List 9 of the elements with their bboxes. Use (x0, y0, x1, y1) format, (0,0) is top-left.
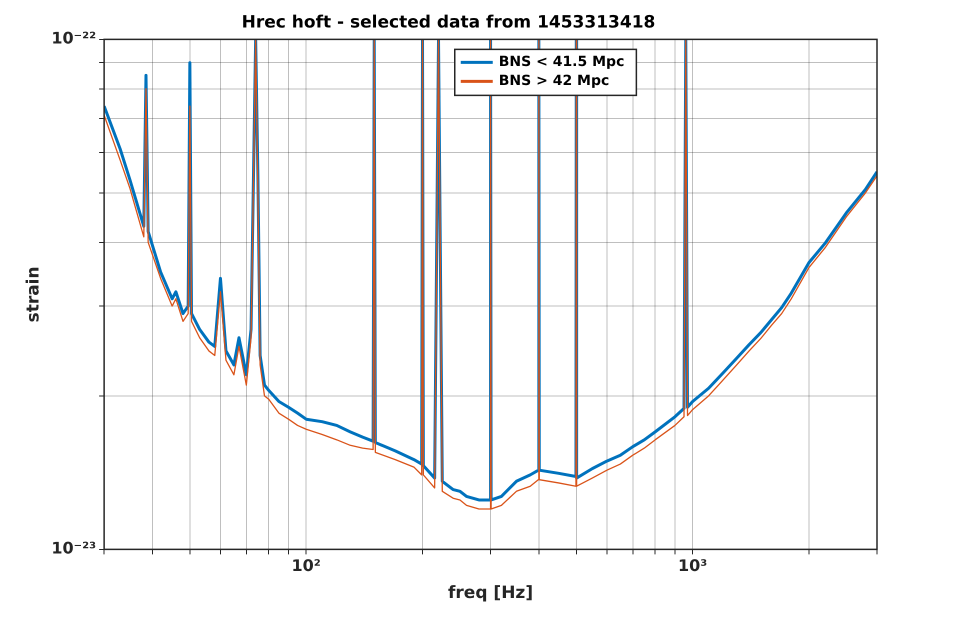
y-tick-label: 10⁻²³ (51, 538, 96, 558)
x-tick-label: 10² (292, 556, 321, 576)
y-axis-title: strain (24, 266, 44, 322)
x-tick-label: 10³ (678, 556, 708, 576)
legend-label: BNS < 41.5 Mpc (498, 54, 624, 70)
chart-title: Hrec hoft - selected data from 1453313418 (242, 12, 656, 33)
x-axis-title: freq [Hz] (448, 583, 534, 604)
legend-label: BNS > 42 Mpc (498, 73, 610, 90)
y-tick-label: 10⁻²² (51, 28, 96, 48)
